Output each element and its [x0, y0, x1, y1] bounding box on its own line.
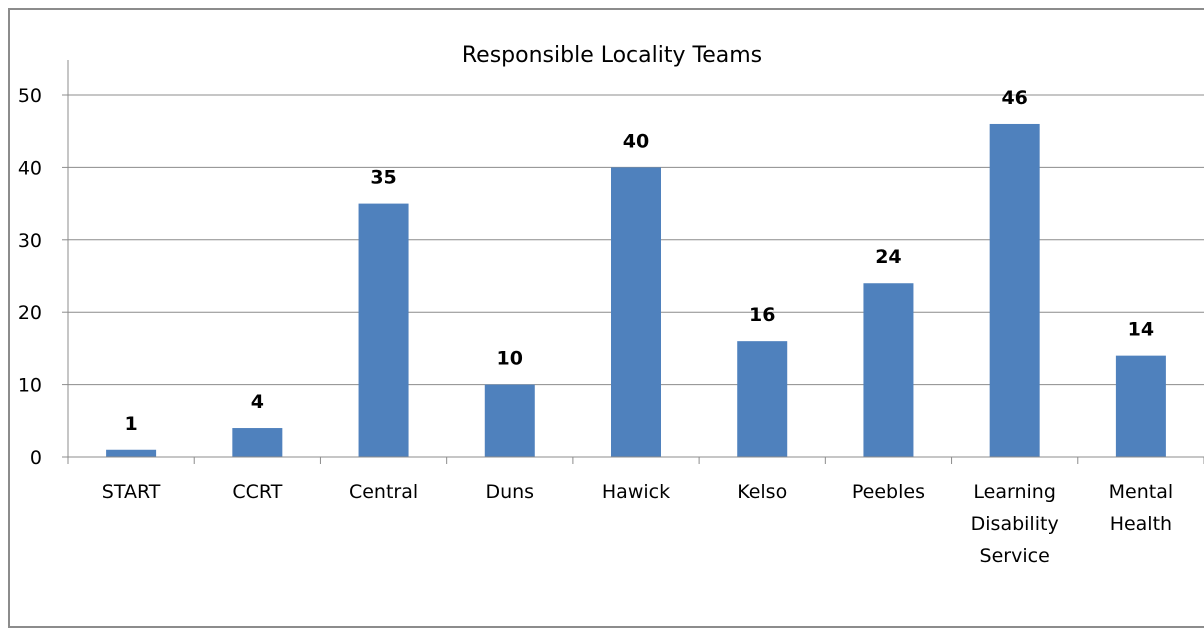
y-tick-label: 50 — [18, 85, 42, 107]
data-label: 24 — [875, 246, 901, 268]
x-tick-label: Kelso — [737, 481, 787, 503]
x-tick-label: Learning Disability Service — [971, 481, 1059, 567]
x-axis: START CCRT Central Duns Hawick Kelso Peebles Le… — [67, 456, 1204, 567]
bar — [484, 384, 535, 457]
x-tick-label: CCRT — [232, 481, 282, 503]
data-label: 35 — [370, 167, 396, 189]
bar — [1115, 355, 1166, 457]
data-label: 14 — [1128, 319, 1154, 341]
x-tick-label: Hawick — [602, 481, 670, 503]
data-label: 1 — [124, 413, 137, 435]
data-label: 16 — [749, 304, 775, 326]
y-axis: 0 10 20 30 40 50 — [18, 60, 69, 469]
bar-chart: Responsible Locality Teams 0 10 20 30 40 50 1… — [18, 43, 1204, 567]
data-label: 4 — [251, 391, 264, 413]
bar — [989, 123, 1040, 458]
y-tick-label: 0 — [30, 447, 42, 469]
y-tick-label: 30 — [18, 230, 42, 252]
bar — [106, 449, 157, 457]
bar — [358, 203, 409, 457]
y-tick-label: 40 — [18, 157, 42, 179]
chart-title: Responsible Locality Teams — [462, 43, 762, 68]
bar — [611, 167, 661, 457]
y-tick-label: 10 — [18, 375, 42, 397]
data-label: 40 — [623, 130, 649, 152]
data-label: 10 — [497, 348, 523, 370]
y-tick-label: 20 — [18, 302, 42, 324]
x-tick-label: Mental Health — [1109, 481, 1174, 535]
x-tick-label: Duns — [485, 481, 534, 503]
x-tick-label: START — [102, 481, 161, 503]
x-tick-label: Peebles — [852, 481, 925, 503]
bar — [863, 283, 914, 457]
bar — [232, 428, 283, 457]
data-label: 46 — [1001, 87, 1027, 109]
bar — [737, 341, 788, 457]
x-tick-label: Central — [349, 481, 418, 503]
